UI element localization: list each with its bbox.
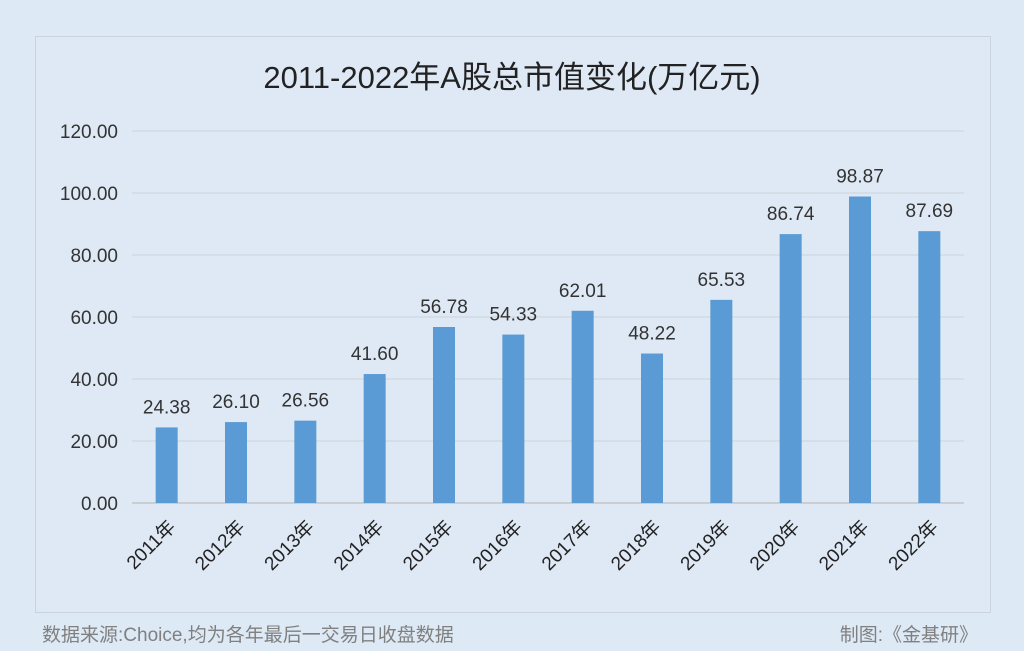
bar [294,420,317,503]
data-label: 48.22 [628,324,676,345]
x-tick-label: 2012年 [191,516,250,575]
x-tick-label: 2021年 [815,516,874,575]
x-tick-label: 2011年 [122,516,180,574]
bar [641,353,663,503]
data-label: 56.78 [420,297,468,318]
data-label: 65.53 [698,270,746,291]
x-tick-label: 2022年 [884,516,943,575]
bar [155,427,178,503]
bar [571,310,594,503]
x-tick-label: 2017年 [537,516,596,575]
data-label: 26.10 [212,392,260,413]
y-tick-label: 20.00 [70,432,118,453]
x-tick-label: 2019年 [676,516,735,575]
bar [918,231,941,503]
data-label: 87.69 [906,201,954,222]
data-label: 62.01 [559,281,607,302]
y-tick-label: 80.00 [70,246,118,267]
x-tick-label: 2018年 [607,516,666,575]
chart-title: 2011-2022年A股总市值变化(万亿元) [263,60,761,95]
bar [849,196,871,504]
bar [779,234,802,503]
bar [710,299,733,503]
data-label: 54.33 [490,305,538,326]
bar [363,374,386,503]
y-tick-label: 40.00 [70,370,118,391]
data-label: 41.60 [351,344,399,365]
data-label: 86.74 [767,204,815,225]
y-tick-label: 120.00 [60,122,118,143]
data-label: 24.38 [143,397,191,418]
x-tick-label: 2014年 [329,516,388,575]
x-tick-label: 2020年 [745,516,804,575]
y-tick-label: 0.00 [81,494,118,515]
data-label: 98.87 [836,167,884,188]
x-tick-label: 2016年 [468,516,527,575]
credit-note: 制图:《金基研》 [839,625,978,646]
y-tick-label: 100.00 [60,184,118,205]
x-tick-label: 2013年 [260,516,319,575]
chart-frame [35,36,991,613]
data-label: 26.56 [282,391,330,412]
bar [433,326,455,503]
x-tick-label: 2015年 [399,516,458,575]
bar [502,334,525,503]
y-tick-label: 60.00 [70,308,118,329]
source-note: 数据来源:Choice,均为各年最后一交易日收盘数据 [42,625,454,646]
bar [225,422,247,503]
